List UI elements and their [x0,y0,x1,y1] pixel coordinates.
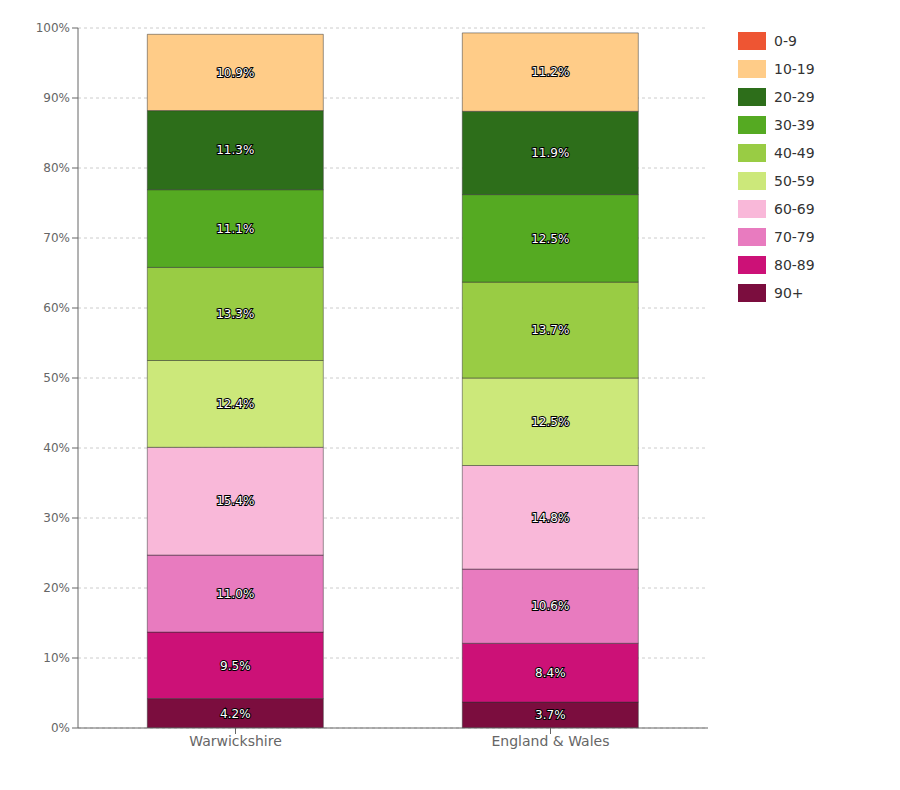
svg-text:13.7%: 13.7% [531,323,569,337]
svg-text:90%: 90% [43,91,70,105]
svg-text:4.2%: 4.2% [220,707,251,721]
svg-text:14.8%: 14.8% [531,511,569,525]
html-text:30-39: 30-39 [774,117,815,133]
svg-text:11.1%: 11.1% [216,222,254,236]
svg-text:11.2%: 11.2% [531,65,569,79]
svg-text:40%: 40% [43,441,70,455]
html-text:20-29: 20-29 [774,89,815,105]
svg-text:13.3%: 13.3% [216,307,254,321]
svg-text:3.7%: 3.7% [535,708,566,722]
html-text:0-9: 0-9 [774,33,797,49]
html-text:90+: 90+ [774,285,804,301]
html-text:10-19: 10-19 [774,61,815,77]
svg-text:England & Wales: England & Wales [492,733,610,749]
svg-text:15.4%: 15.4% [216,494,254,508]
svg-text:10%: 10% [43,651,70,665]
svg-text:0%: 0% [51,721,70,735]
svg-text:30%: 30% [43,511,70,525]
svg-text:9.5%: 9.5% [220,659,251,673]
svg-text:80%: 80% [43,161,70,175]
html-text:80-89: 80-89 [774,257,815,273]
html-text:40-49: 40-49 [774,145,815,161]
svg-text:100%: 100% [36,21,70,35]
svg-text:11.3%: 11.3% [216,143,254,157]
svg-text:12.4%: 12.4% [216,397,254,411]
svg-text:8.4%: 8.4% [535,666,566,680]
svg-text:12.5%: 12.5% [531,232,569,246]
svg-text:10.6%: 10.6% [531,599,569,613]
html-text:60-69: 60-69 [774,201,815,217]
svg-text:12.5%: 12.5% [531,415,569,429]
svg-text:70%: 70% [43,231,70,245]
svg-text:20%: 20% [43,581,70,595]
svg-text:11.0%: 11.0% [216,587,254,601]
svg-text:50%: 50% [43,371,70,385]
html-text:70-79: 70-79 [774,229,815,245]
svg-text:60%: 60% [43,301,70,315]
svg-text:Warwickshire: Warwickshire [189,733,282,749]
svg-text:10.9%: 10.9% [216,66,254,80]
html-text:50-59: 50-59 [774,173,815,189]
svg-text:11.9%: 11.9% [531,146,569,160]
